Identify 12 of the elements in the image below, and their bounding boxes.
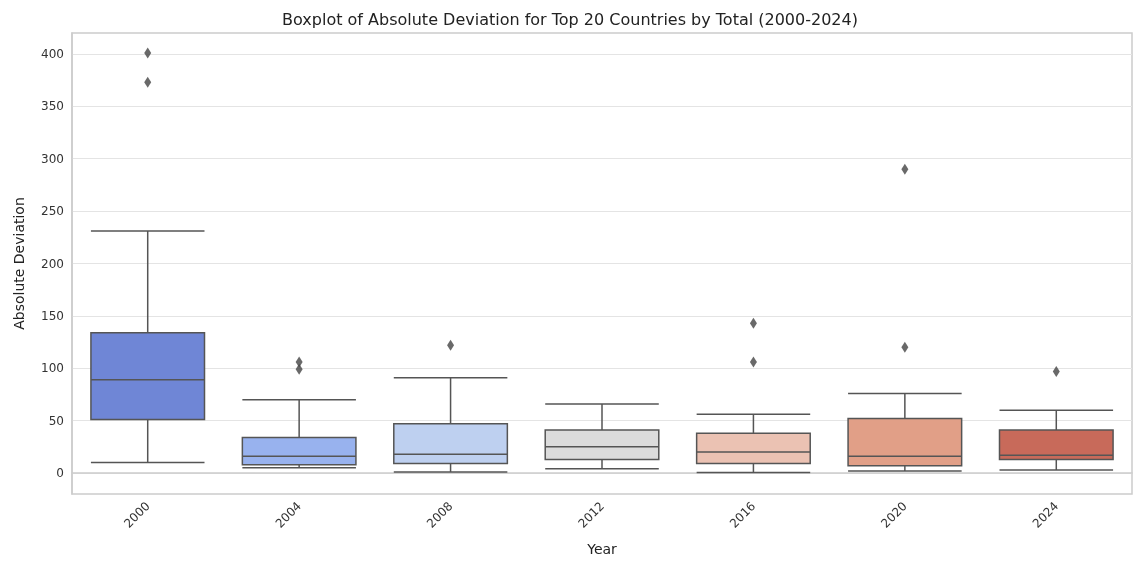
y-axis-title: Absolute Deviation bbox=[11, 197, 27, 330]
y-tick-label: 100 bbox=[41, 361, 64, 376]
chart-title: Boxplot of Absolute Deviation for Top 20 Countries by Total (2000-2024) bbox=[282, 9, 858, 29]
y-tick-label: 0 bbox=[56, 466, 64, 481]
y-tick-label: 250 bbox=[41, 204, 64, 219]
y-tick-label: 150 bbox=[41, 308, 64, 323]
y-tick-label: 200 bbox=[41, 256, 64, 271]
y-tick-label: 400 bbox=[41, 46, 64, 61]
x-axis-title: Year bbox=[586, 541, 618, 557]
y-tick-label: 300 bbox=[41, 151, 64, 166]
y-tick-label: 50 bbox=[48, 413, 64, 428]
y-tick-label: 350 bbox=[41, 99, 64, 114]
